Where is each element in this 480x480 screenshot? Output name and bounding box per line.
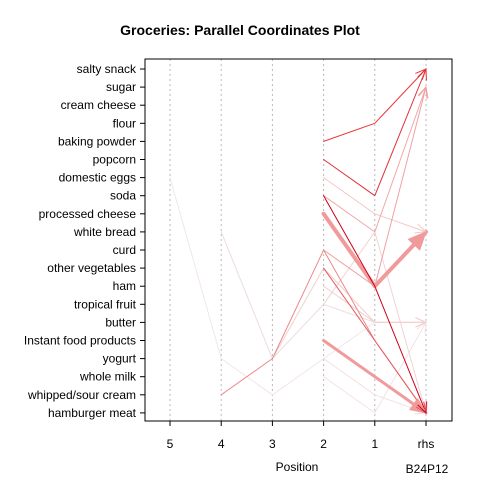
- x-axis-label: Position: [276, 460, 319, 474]
- y-tick-label: white bread: [73, 225, 136, 239]
- rule-line: [323, 86, 427, 233]
- y-tick-label: butter: [105, 315, 136, 329]
- position-ticks: [169, 421, 427, 426]
- rule-line: [323, 68, 427, 142]
- y-tick-label: Instant food products: [24, 334, 136, 348]
- y-tick-label: other vegetables: [47, 261, 136, 275]
- rule-line: [169, 177, 427, 396]
- rule-arrowheads: [407, 67, 429, 415]
- rule-arrowhead: [418, 85, 429, 99]
- y-tick-label: hamburger meat: [48, 406, 137, 420]
- rule-arrowhead: [407, 231, 427, 251]
- y-tick-label: domestic eggs: [59, 171, 136, 185]
- y-tick-label: whole milk: [79, 370, 137, 384]
- rule-line: [323, 177, 427, 233]
- rule-line: [322, 339, 428, 415]
- y-tick-label: flour: [113, 116, 136, 130]
- y-tick-label: soda: [110, 189, 136, 203]
- y-tick-label: popcorn: [93, 153, 136, 167]
- y-tick-label: salty snack: [77, 62, 137, 76]
- rule-arrowhead: [417, 401, 427, 415]
- chart-title: Groceries: Parallel Coordinates Plot: [120, 22, 360, 38]
- y-tick-label: processed cheese: [39, 207, 137, 221]
- plot-frame: [144, 58, 453, 422]
- y-tick-label: whipped/sour cream: [27, 388, 136, 402]
- rule-line: [323, 195, 427, 414]
- footer-code: B24P12: [406, 462, 449, 476]
- rule-line: [323, 68, 427, 197]
- x-tick-label: rhs: [418, 437, 435, 451]
- rule-arrowhead: [415, 317, 428, 328]
- x-tick-label: 3: [269, 437, 276, 451]
- rule-line: [323, 267, 427, 414]
- y-tick-label: tropical fruit: [74, 297, 137, 311]
- y-tick-label: cream cheese: [61, 98, 137, 112]
- y-tick-label: ham: [113, 279, 136, 293]
- x-tick-label: 4: [218, 437, 225, 451]
- y-tick-label: curd: [113, 243, 136, 257]
- rule-line: [323, 86, 427, 287]
- item-labels: salty snack sugar cream cheese flour baking…: [24, 62, 145, 420]
- x-tick-label: 5: [167, 437, 174, 451]
- x-tick-label: 1: [371, 437, 378, 451]
- vertical-gridlines: [169, 59, 427, 421]
- rule-lines: [169, 68, 428, 415]
- rule-line: [323, 358, 427, 414]
- x-tick-label: 2: [320, 437, 327, 451]
- y-tick-label: sugar: [106, 80, 136, 94]
- y-tick-label: yogurt: [103, 352, 137, 366]
- rule-arrowhead: [417, 67, 427, 81]
- position-labels: 5 4 3 2 1 rhs: [167, 437, 435, 451]
- y-tick-label: baking powder: [58, 134, 136, 148]
